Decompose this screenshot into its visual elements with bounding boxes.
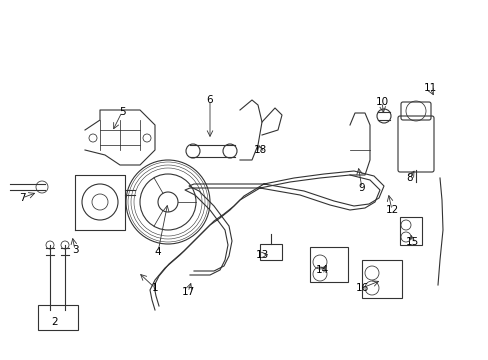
Text: 9: 9 bbox=[358, 183, 365, 193]
Text: 5: 5 bbox=[119, 107, 125, 117]
Text: 7: 7 bbox=[19, 193, 25, 203]
Text: 11: 11 bbox=[423, 83, 436, 93]
Bar bbox=[309, 247, 347, 282]
Text: 2: 2 bbox=[52, 317, 58, 327]
Bar bbox=[260, 244, 282, 260]
Text: 18: 18 bbox=[253, 145, 266, 155]
Text: 16: 16 bbox=[355, 283, 368, 293]
Text: 14: 14 bbox=[315, 265, 328, 275]
Text: 3: 3 bbox=[72, 245, 78, 255]
Text: 6: 6 bbox=[206, 95, 213, 105]
Text: 13: 13 bbox=[255, 250, 268, 260]
Text: 15: 15 bbox=[405, 237, 418, 247]
Text: 1: 1 bbox=[151, 283, 158, 293]
Bar bbox=[361, 260, 401, 298]
Text: 17: 17 bbox=[181, 287, 194, 297]
Text: 8: 8 bbox=[406, 173, 412, 183]
Text: 4: 4 bbox=[154, 247, 161, 257]
Bar bbox=[38, 305, 78, 330]
Text: 10: 10 bbox=[375, 97, 388, 107]
Text: 12: 12 bbox=[385, 205, 398, 215]
Bar bbox=[399, 217, 421, 245]
